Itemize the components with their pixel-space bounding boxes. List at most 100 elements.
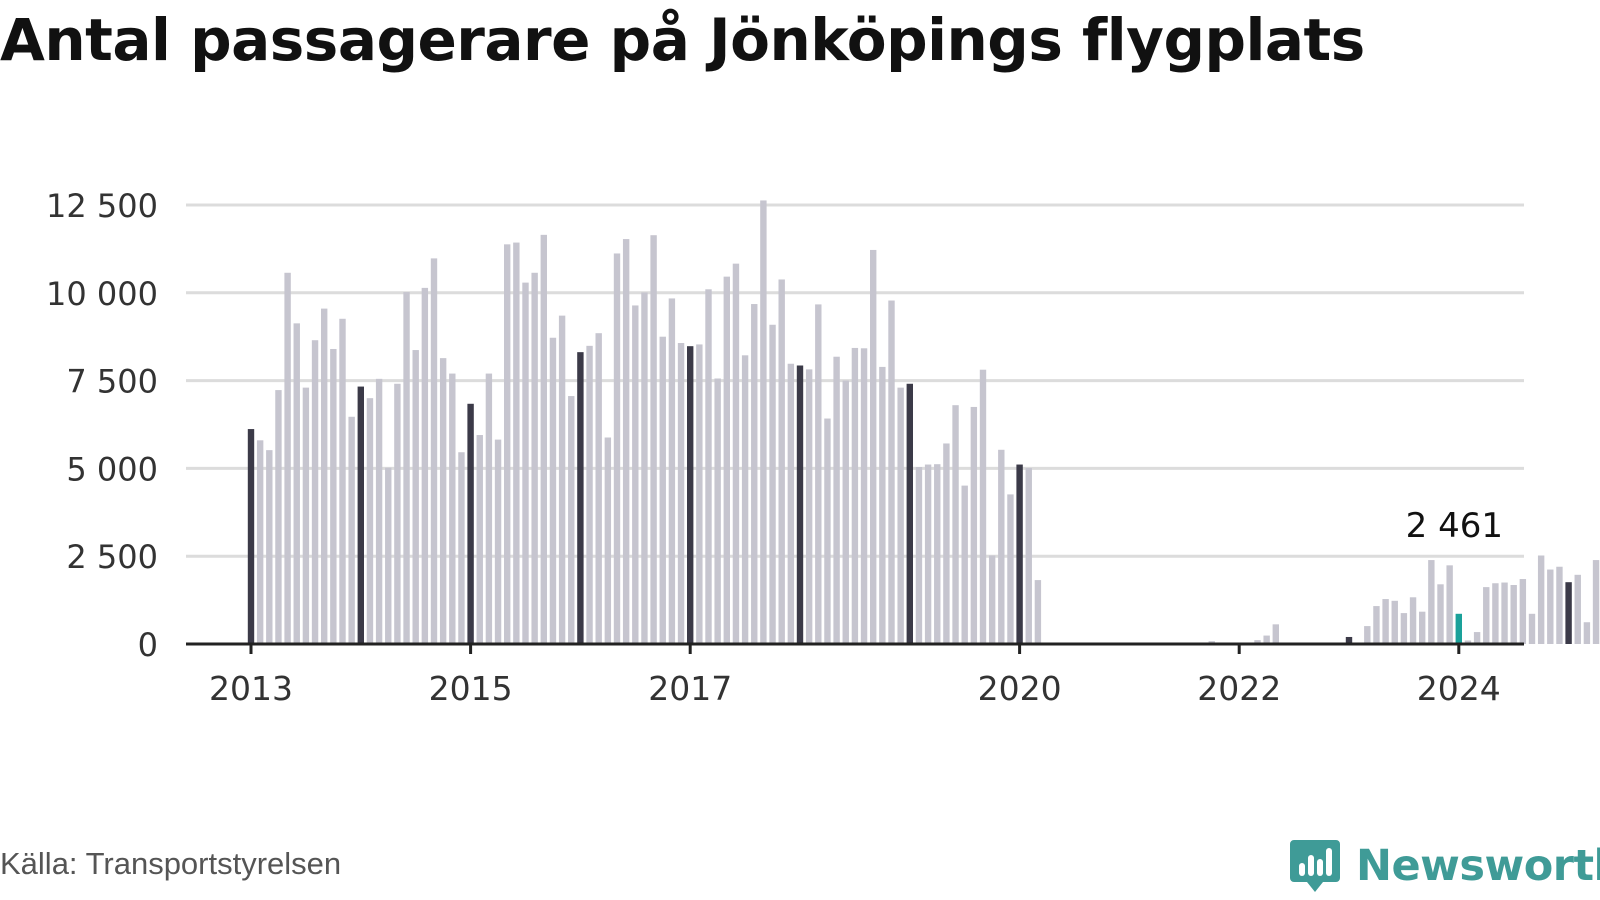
bar xyxy=(275,390,282,644)
bar xyxy=(1364,626,1371,644)
bar xyxy=(366,398,374,644)
bar xyxy=(1574,574,1581,644)
latest-value-label: 2 461 xyxy=(1406,506,1503,546)
bar xyxy=(934,464,941,644)
x-tick-label: 2020 xyxy=(978,669,1062,708)
bar xyxy=(549,337,557,644)
bar xyxy=(879,366,886,644)
bar xyxy=(1272,624,1279,644)
bar xyxy=(1437,584,1444,644)
bar xyxy=(302,387,310,644)
bar xyxy=(1446,565,1453,644)
y-axis-tick-labels: 0 2 500 5 000 7 500 10 000 12 500 xyxy=(46,187,158,664)
bar-latest xyxy=(1455,613,1462,644)
bar xyxy=(385,467,392,644)
bar xyxy=(531,272,538,644)
bar xyxy=(851,347,859,644)
x-tick-label: 2013 xyxy=(209,669,293,708)
bar xyxy=(421,287,429,644)
bar xyxy=(458,452,465,644)
bar-january xyxy=(357,386,364,644)
bar xyxy=(1382,599,1389,644)
bar xyxy=(1391,600,1398,644)
bar xyxy=(787,363,795,644)
bar-january xyxy=(467,403,474,644)
chart-title: Antal passagerare på Jönköpings flygplat… xyxy=(0,6,1365,74)
brand-name: Newsworthy xyxy=(1356,841,1600,891)
x-tick-label: 2015 xyxy=(429,669,513,708)
bar xyxy=(833,356,840,644)
bar xyxy=(430,258,438,644)
bar xyxy=(1428,560,1435,644)
bar xyxy=(723,276,730,644)
bar xyxy=(494,439,502,644)
x-tick-label: 2022 xyxy=(1197,669,1281,708)
y-tick-label: 5 000 xyxy=(66,450,158,488)
bar xyxy=(714,378,721,644)
bar-january xyxy=(687,346,694,644)
bar xyxy=(1501,582,1508,644)
brand-logo: Newsworthy xyxy=(1290,840,1600,892)
bar xyxy=(650,235,657,645)
bar xyxy=(1556,566,1563,644)
y-tick-label: 12 500 xyxy=(46,187,158,225)
y-tick-label: 2 500 xyxy=(66,538,158,576)
bar xyxy=(449,373,456,644)
bar xyxy=(970,406,978,644)
bar xyxy=(485,373,493,644)
bar-january xyxy=(906,383,913,644)
bar-chart-speech-bubble-icon xyxy=(1290,840,1340,892)
bar xyxy=(860,348,868,644)
y-tick-label: 0 xyxy=(138,626,158,664)
bar-january xyxy=(1016,464,1023,644)
bar xyxy=(696,344,703,644)
bar xyxy=(1510,584,1517,644)
bar xyxy=(1547,569,1554,644)
bar xyxy=(732,263,740,644)
bar xyxy=(769,324,776,644)
bar-january xyxy=(577,352,584,644)
bar-january xyxy=(796,365,804,644)
bar xyxy=(1464,640,1472,644)
bar xyxy=(595,333,602,644)
bar xyxy=(1592,560,1600,644)
bar xyxy=(961,485,968,644)
source-note: Källa: Transportstyrelsen xyxy=(0,846,342,881)
bar xyxy=(321,308,328,644)
bar xyxy=(504,244,511,644)
bar xyxy=(659,336,666,644)
bar xyxy=(403,292,410,644)
bar xyxy=(1473,632,1481,644)
bar xyxy=(1583,622,1591,644)
bar xyxy=(622,239,630,644)
bar xyxy=(1254,640,1261,644)
bar xyxy=(842,380,849,644)
bar xyxy=(375,378,383,644)
bar xyxy=(805,369,813,644)
bar xyxy=(1492,583,1499,644)
bar xyxy=(1483,587,1490,644)
bar xyxy=(751,304,758,644)
bar xyxy=(741,355,749,644)
bar xyxy=(348,416,355,644)
x-tick-label: 2024 xyxy=(1417,669,1501,708)
bar-january xyxy=(1345,636,1353,644)
bar xyxy=(439,358,447,644)
bar xyxy=(943,443,950,644)
bar xyxy=(1537,555,1545,644)
bar xyxy=(284,272,291,644)
bar xyxy=(632,305,639,644)
bar xyxy=(540,234,547,645)
bar xyxy=(1263,635,1270,644)
bar xyxy=(1419,611,1426,644)
bar xyxy=(824,418,831,644)
bar xyxy=(293,323,300,644)
bar xyxy=(1528,613,1536,644)
bar xyxy=(513,242,520,644)
bar xyxy=(897,387,904,644)
bar xyxy=(613,253,621,644)
bar xyxy=(1409,597,1417,644)
y-tick-label: 10 000 xyxy=(46,275,158,313)
bar xyxy=(522,282,529,644)
bar xyxy=(924,464,932,644)
